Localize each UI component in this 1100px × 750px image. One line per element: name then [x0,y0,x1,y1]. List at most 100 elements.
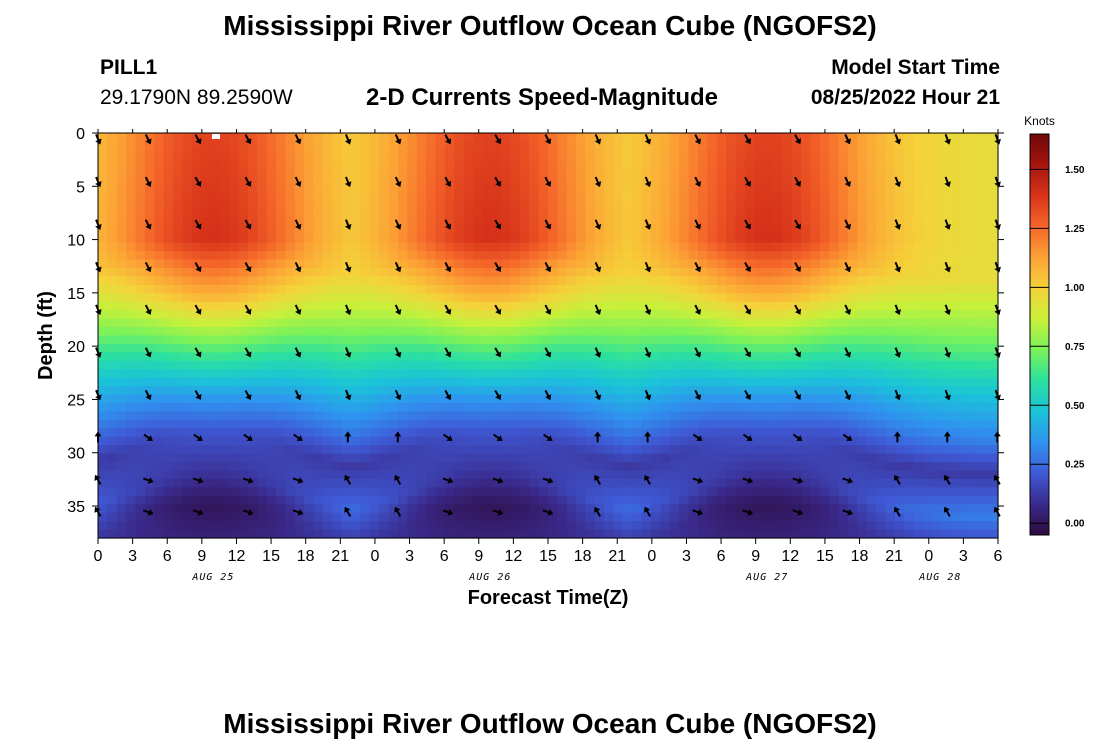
heatmap-cell [773,436,783,446]
heatmap-cell [988,175,999,185]
heatmap-cell [773,183,783,193]
heatmap-cell [266,521,277,531]
heatmap-cell [529,242,540,252]
heatmap-cell [154,445,165,455]
heatmap-cell [163,259,174,269]
heatmap-cell [379,377,390,387]
heatmap-cell [969,158,980,168]
heatmap-cell [248,318,258,328]
heatmap-cell [304,386,315,396]
heatmap-cell [829,318,840,328]
heatmap-cell [407,377,418,387]
heatmap-cell [332,149,343,159]
heatmap-cell [754,343,765,353]
heatmap-cell [829,251,840,261]
heatmap-cell [369,251,380,261]
heatmap-cell [791,183,802,193]
heatmap-cell [482,470,493,480]
heatmap-cell [735,394,746,404]
heatmap-cell [969,403,980,413]
heatmap-cell [294,310,305,320]
heatmap-cell [923,394,933,404]
heatmap-cell [388,310,399,320]
heatmap-cell [707,276,718,286]
heatmap-cell [276,200,287,210]
heatmap-cell [210,166,221,176]
heatmap-cell [735,327,746,337]
heatmap-cell [641,352,652,362]
heatmap-cell [266,175,277,185]
current-arrow [993,431,1001,443]
heatmap-cell [894,175,905,185]
heatmap-cell [210,183,221,193]
heatmap-cell [369,343,380,353]
heatmap-cell [594,133,605,143]
heatmap-cell [332,521,343,531]
heatmap-cell [726,352,737,362]
heatmap-cell [548,478,558,488]
heatmap-cell [107,445,118,455]
heatmap-cell [885,445,896,455]
heatmap-cell [904,158,915,168]
heatmap-cell [698,487,708,497]
heatmap-cell [651,369,662,379]
heatmap-cell [754,360,765,370]
heatmap-cell [885,403,896,413]
heatmap-cell [98,453,108,463]
heatmap-cell [557,403,568,413]
heatmap-cell [351,225,362,235]
heatmap-cell [201,175,212,185]
heatmap-cell [538,327,549,337]
heatmap-cell [866,360,877,370]
heatmap-cell [201,369,212,379]
heatmap-cell [744,478,755,488]
heatmap-cell [801,445,812,455]
heatmap-cell [229,335,240,345]
heatmap-cell [435,369,446,379]
heatmap-cell [98,462,108,472]
heatmap-cell [744,268,755,278]
heatmap-cell [754,445,765,455]
heatmap-cell [238,133,249,143]
heatmap-cell [726,133,737,143]
heatmap-cell [276,487,287,497]
heatmap-cell [538,386,549,396]
heatmap-cell [932,276,943,286]
heatmap-cell [688,192,699,202]
heatmap-cell [632,225,643,235]
heatmap-cell [98,133,108,143]
heatmap-cell [463,335,474,345]
heatmap-cell [210,251,221,261]
heatmap-cell [426,284,437,294]
heatmap-cell [613,166,624,176]
heatmap-cell [613,453,624,463]
heatmap-cell [660,512,671,522]
current-arrow [842,509,854,516]
heatmap-cell [501,276,512,286]
heatmap-cell [763,419,774,429]
heatmap-cell [266,259,277,269]
heatmap-cell [510,293,521,303]
heatmap-cell [491,436,502,446]
heatmap-cell [313,234,324,244]
current-arrow [594,261,602,273]
heatmap-cell [313,208,324,218]
heatmap-cell [369,284,380,294]
heatmap-cell [444,487,455,497]
heatmap-cell [248,293,258,303]
heatmap-cell [107,419,118,429]
heatmap-cell [463,284,474,294]
heatmap-cell [941,192,952,202]
heatmap-cell [960,318,971,328]
heatmap-cell [913,470,924,480]
heatmap-cell [398,158,408,168]
heatmap-cell [566,445,577,455]
heatmap-cell [866,276,877,286]
heatmap-cell [594,225,605,235]
heatmap-cell [379,369,390,379]
heatmap-cell [969,495,980,505]
heatmap-cell [473,301,483,311]
heatmap-cell [763,318,774,328]
heatmap-cell [519,259,530,269]
heatmap-cell [885,470,896,480]
